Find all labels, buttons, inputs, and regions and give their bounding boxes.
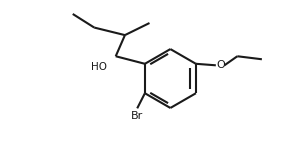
Text: O: O [216, 60, 225, 70]
Text: HO: HO [91, 62, 107, 72]
Text: Br: Br [131, 111, 143, 121]
